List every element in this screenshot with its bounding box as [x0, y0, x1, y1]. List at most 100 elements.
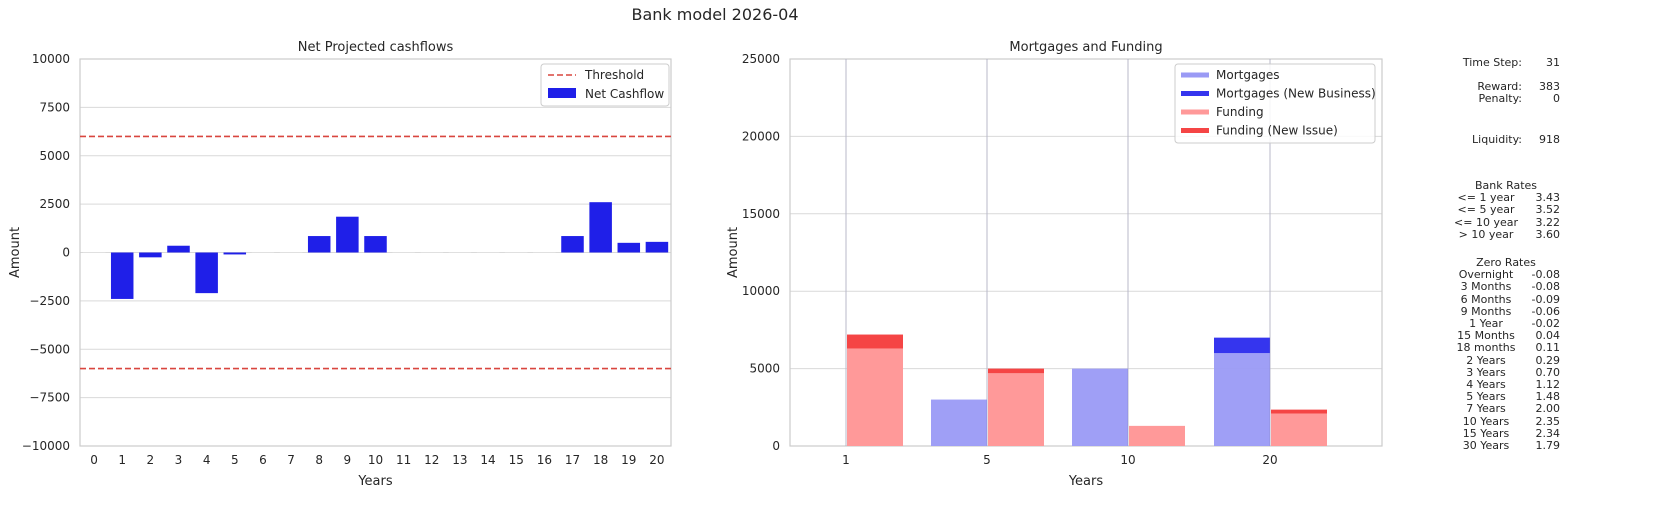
legend: Mortgages Mortgages (New Business) Funding…: [1174, 63, 1376, 144]
x-axis-label: Years: [357, 474, 393, 489]
bank-rates-table: Bank Rates <= 1 year 3.43 <= 5 year 3.52 <= …: [1452, 179, 1561, 241]
penalty-row: Penalty: 0: [1452, 93, 1560, 105]
bar-funding: [1271, 413, 1327, 446]
zero-rate-row: 1 Year -0.02: [1452, 317, 1560, 331]
x-tick-label: 20: [649, 453, 664, 467]
bar-net-cashflow: [110, 252, 134, 299]
zero-rate-label: 2 Years: [1466, 353, 1506, 367]
zero-rate-label: 15 Months: [1457, 329, 1515, 343]
zero-rate-row: 10 Years 2.35: [1452, 414, 1561, 428]
chart-title: Mortgages and Funding: [1009, 40, 1162, 55]
bar-net-cashflow: [561, 236, 584, 253]
legend-net-cashflow-label: Net Cashflow: [585, 87, 664, 101]
legend-box: [1174, 63, 1376, 144]
x-tick-label: 12: [424, 453, 439, 467]
bar-mortgages: [1214, 353, 1270, 446]
y-tick-label: −5000: [29, 342, 70, 356]
zero-rate-label: 5 Years: [1466, 390, 1506, 404]
x-tick-label: 10: [368, 453, 383, 467]
zero-rate-row: 2 Years 0.29: [1452, 353, 1561, 367]
y-tick-label: −7500: [29, 391, 70, 405]
y-tick-label: 25000: [742, 52, 780, 66]
zero-rate-row: 30 Years 1.79: [1452, 439, 1561, 453]
x-tick-label: 18: [593, 453, 608, 467]
x-tick-label: 3: [175, 453, 183, 467]
zero-rate-value: 2.34: [1535, 426, 1561, 440]
zero-rate-row: 15 Months 0.04: [1452, 330, 1560, 342]
zero-rate-value: 0.29: [1535, 353, 1561, 367]
time-step-label: Time Step:: [1462, 56, 1522, 69]
zero-rates-title: Zero Rates: [1476, 256, 1536, 269]
legend-label: Mortgages (New Business): [1216, 87, 1376, 101]
y-axis-label: Amount: [726, 227, 741, 278]
zero-rate-value: 0.11: [1535, 341, 1561, 355]
x-tick-label: 16: [537, 453, 552, 467]
zero-rate-value: -0.08: [1531, 280, 1560, 294]
zero-rate-row: 3 Months -0.08: [1452, 281, 1560, 293]
bank-rate-label: <= 1 year: [1457, 191, 1515, 205]
x-axis-label: Years: [1068, 474, 1104, 489]
x-tick-label: 19: [621, 453, 636, 467]
zero-rate-row: 15 Years 2.34: [1452, 426, 1561, 440]
y-tick-label: 7500: [39, 100, 70, 114]
reward-row: Reward: 383: [1452, 80, 1560, 94]
zero-rate-row: 3 Years 0.70: [1452, 365, 1561, 379]
x-tick-label: 5: [231, 453, 239, 467]
zero-rate-row: 7 Years 2.00: [1452, 403, 1560, 415]
bank-rate-row: <= 5 year 3.52: [1452, 204, 1560, 216]
x-tick-label: 17: [565, 453, 580, 467]
zero-rate-value: 1.12: [1535, 378, 1561, 392]
zero-rate-label: 10 Years: [1462, 414, 1510, 428]
x-tick-label: 14: [480, 453, 495, 467]
figure-title: Bank model 2026-04: [631, 5, 799, 24]
bar-funding-new-issue: [1271, 409, 1327, 414]
x-tick-label: 4: [203, 453, 211, 467]
liquidity-row: Liquidity: 918: [1452, 132, 1560, 146]
legend-label: Funding (New Issue): [1216, 124, 1338, 138]
bar-funding-new-issue: [988, 368, 1044, 374]
liquidity-value: 918: [1539, 132, 1560, 146]
bank-rate-value: 3.43: [1535, 191, 1561, 205]
bar-funding-new-issue: [847, 334, 903, 349]
penalty-label: Penalty:: [1478, 92, 1522, 106]
zero-rate-label: 30 Years: [1462, 439, 1510, 453]
zero-rate-row: 4 Years 1.12: [1452, 378, 1561, 392]
zero-rate-value: -0.06: [1531, 304, 1560, 318]
y-tick-label: 5000: [39, 149, 70, 163]
time-step-row: Time Step: 31: [1452, 56, 1560, 69]
x-tick-label: 1: [118, 453, 126, 467]
zero-rate-label: 3 Years: [1466, 365, 1506, 379]
zero-rate-label: 18 months: [1456, 341, 1516, 355]
zero-rate-label: 4 Years: [1466, 378, 1506, 392]
x-tick-label: 11: [396, 453, 411, 467]
zero-rate-value: -0.02: [1531, 317, 1560, 331]
reward-value: 383: [1539, 80, 1560, 94]
zero-rate-label: 9 Months: [1460, 304, 1512, 318]
zero-rate-row: 18 months 0.11: [1452, 342, 1560, 354]
bar-funding: [847, 348, 903, 446]
x-tick-label: 1: [842, 453, 850, 467]
zero-rate-row: Overnight -0.08: [1452, 268, 1560, 281]
legend-label: Funding: [1216, 105, 1264, 119]
y-tick-label: 0: [62, 246, 70, 260]
bar-net-cashflow: [223, 252, 247, 255]
zero-rate-value: -0.09: [1531, 292, 1560, 306]
bar-net-cashflow: [589, 202, 612, 253]
bar-net-cashflow: [364, 236, 387, 253]
bar-net-cashflow: [307, 236, 331, 253]
zero-rate-value: 1.79: [1535, 439, 1561, 453]
zero-rate-row: 5 Years 1.48: [1452, 391, 1560, 403]
zero-rate-value: 0.70: [1535, 365, 1561, 379]
bank-rates-title: Bank Rates: [1474, 179, 1538, 192]
zero-rate-value: 2.35: [1535, 414, 1561, 428]
x-tick-label: 13: [452, 453, 467, 467]
bar-net-cashflow: [139, 252, 162, 258]
y-tick-label: 2500: [39, 197, 70, 211]
bank-rate-label: <= 5 year: [1457, 203, 1515, 217]
zero-rate-label: 15 Years: [1462, 426, 1510, 440]
x-tick-label: 9: [344, 453, 352, 467]
x-tick-label: 10: [1120, 453, 1135, 467]
x-tick-label: 0: [90, 453, 98, 467]
